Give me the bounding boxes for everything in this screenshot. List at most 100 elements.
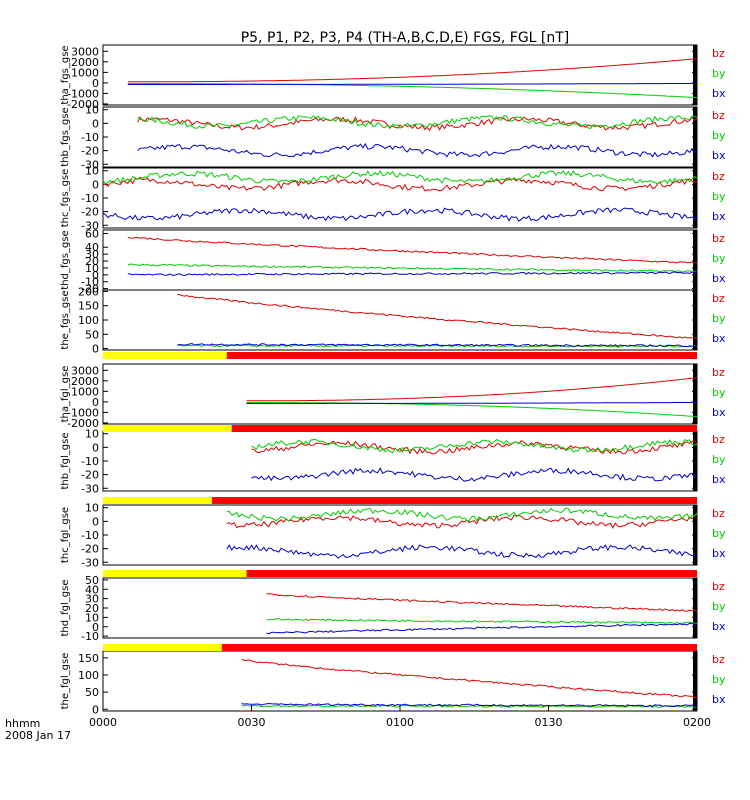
y-tick-label: -20 [81, 543, 99, 556]
legend-by: by [712, 312, 726, 325]
series-bx [226, 544, 698, 559]
series-by [102, 169, 698, 185]
panel-frame [102, 106, 698, 168]
y-tick-label: 10 [85, 165, 99, 178]
legend-by: by [712, 190, 726, 203]
y-tick-label: 2000 [71, 375, 99, 388]
y-tick-label: 1000 [71, 66, 99, 79]
x-tick-label: 0130 [535, 716, 563, 729]
edge-marker [693, 578, 697, 638]
y-tick-label: 10 [85, 428, 99, 441]
y-tick-label: -1000 [67, 406, 99, 419]
legend-by: by [712, 67, 726, 80]
legend-bz: bz [712, 653, 725, 666]
status-bar-red [221, 644, 698, 651]
panel-frame [102, 44, 698, 106]
x-tick-label: 0000 [89, 716, 117, 729]
legend-bz: bz [712, 232, 725, 245]
legend-bz: bz [712, 433, 725, 446]
y-tick-label: -30 [81, 556, 99, 569]
y-tick-label: -10 [81, 455, 99, 468]
series-bx [251, 467, 698, 482]
y-axis-label: thd_fgl_gse [60, 580, 71, 637]
y-tick-label: -1000 [67, 87, 99, 100]
y-tick-label: 40 [85, 241, 99, 254]
y-tick-label: -2000 [67, 417, 99, 430]
status-bar-red [211, 497, 697, 504]
y-tick-label: 1000 [71, 385, 99, 398]
legend-bz: bz [712, 580, 725, 593]
series-bx [127, 271, 697, 276]
series-by [137, 115, 698, 130]
edge-marker [693, 364, 697, 424]
legend-bx: bx [712, 149, 726, 162]
series-bz [226, 514, 698, 529]
panel-3: 100-10-20-30 thc_fgs_gse bz by bx [60, 165, 726, 233]
y-tick-label: -20 [81, 145, 99, 158]
panel-8: 100-10-20-30 thc_fgl_gse bz by bx [60, 502, 726, 570]
y-axis-label: thb_fgs_gse [60, 107, 71, 166]
legend-bx: bx [712, 406, 726, 419]
y-tick-label: 100 [78, 314, 99, 327]
legend-bz: bz [712, 109, 725, 122]
y-tick-label: -30 [81, 158, 99, 171]
y-tick-label: 0 [92, 703, 99, 716]
y-tick-label: -10 [81, 276, 99, 289]
time-unit-label: hhmm [5, 717, 40, 730]
x-tick-label: 0100 [386, 716, 414, 729]
legend-by: by [712, 129, 726, 142]
edge-marker [693, 107, 697, 167]
y-axis-label: thb_fgl_gse [60, 433, 71, 490]
panel-frame [102, 430, 698, 492]
panel-frame [102, 650, 698, 712]
edge-marker [693, 505, 697, 565]
legend-by: by [712, 252, 726, 265]
legend-bx: bx [712, 547, 726, 560]
y-tick-label: 20 [85, 602, 99, 615]
y-tick-label: 100 [78, 669, 99, 682]
panel-frame [102, 577, 698, 639]
series-bz [137, 116, 698, 132]
legend-bx: bx [712, 272, 726, 285]
legend-by: by [712, 453, 726, 466]
series-bx [137, 142, 698, 158]
legend-bz: bz [712, 47, 725, 60]
y-tick-label: 0 [92, 515, 99, 528]
status-bar-red [231, 425, 697, 432]
edge-marker [693, 168, 697, 228]
chart-title: P5, P1, P2, P3, P4 (TH-A,B,C,D,E) FGS, F… [241, 30, 570, 46]
status-bar-yellow [103, 425, 232, 432]
legend-bx: bx [712, 693, 726, 706]
y-tick-label: 50 [85, 686, 99, 699]
y-tick-label: 0 [92, 621, 99, 634]
series-bz [177, 293, 698, 339]
x-tick-label: 0200 [683, 716, 711, 729]
series-by [246, 402, 698, 418]
y-axis-label: the_fgl_gse [60, 653, 71, 710]
y-axis-label: thc_fgl_gse [60, 507, 71, 563]
legend-bx: bx [712, 620, 726, 633]
y-tick-label: 60 [85, 227, 99, 240]
series-by [241, 704, 698, 708]
y-tick-label: 50 [85, 328, 99, 341]
y-axis-label: thc_fgs_gse [60, 169, 71, 228]
legend-by: by [712, 527, 726, 540]
edge-marker [693, 651, 697, 711]
status-bar-yellow [103, 352, 227, 359]
y-axis-label: the_fgs_gse [60, 290, 71, 349]
panel-frame [102, 167, 698, 229]
series-bx [102, 207, 698, 222]
legend-bz: bz [712, 170, 725, 183]
legend-bx: bx [712, 87, 726, 100]
y-tick-label: 10 [85, 502, 99, 515]
panel-frame [102, 289, 698, 351]
panel-2: 100-10-20-30 thb_fgs_gse bz by bx [60, 104, 726, 172]
y-tick-label: 150 [78, 300, 99, 313]
y-tick-label: 30 [85, 248, 99, 261]
y-tick-label: 30 [85, 593, 99, 606]
series-bz [246, 377, 698, 402]
y-tick-label: 50 [85, 574, 99, 587]
